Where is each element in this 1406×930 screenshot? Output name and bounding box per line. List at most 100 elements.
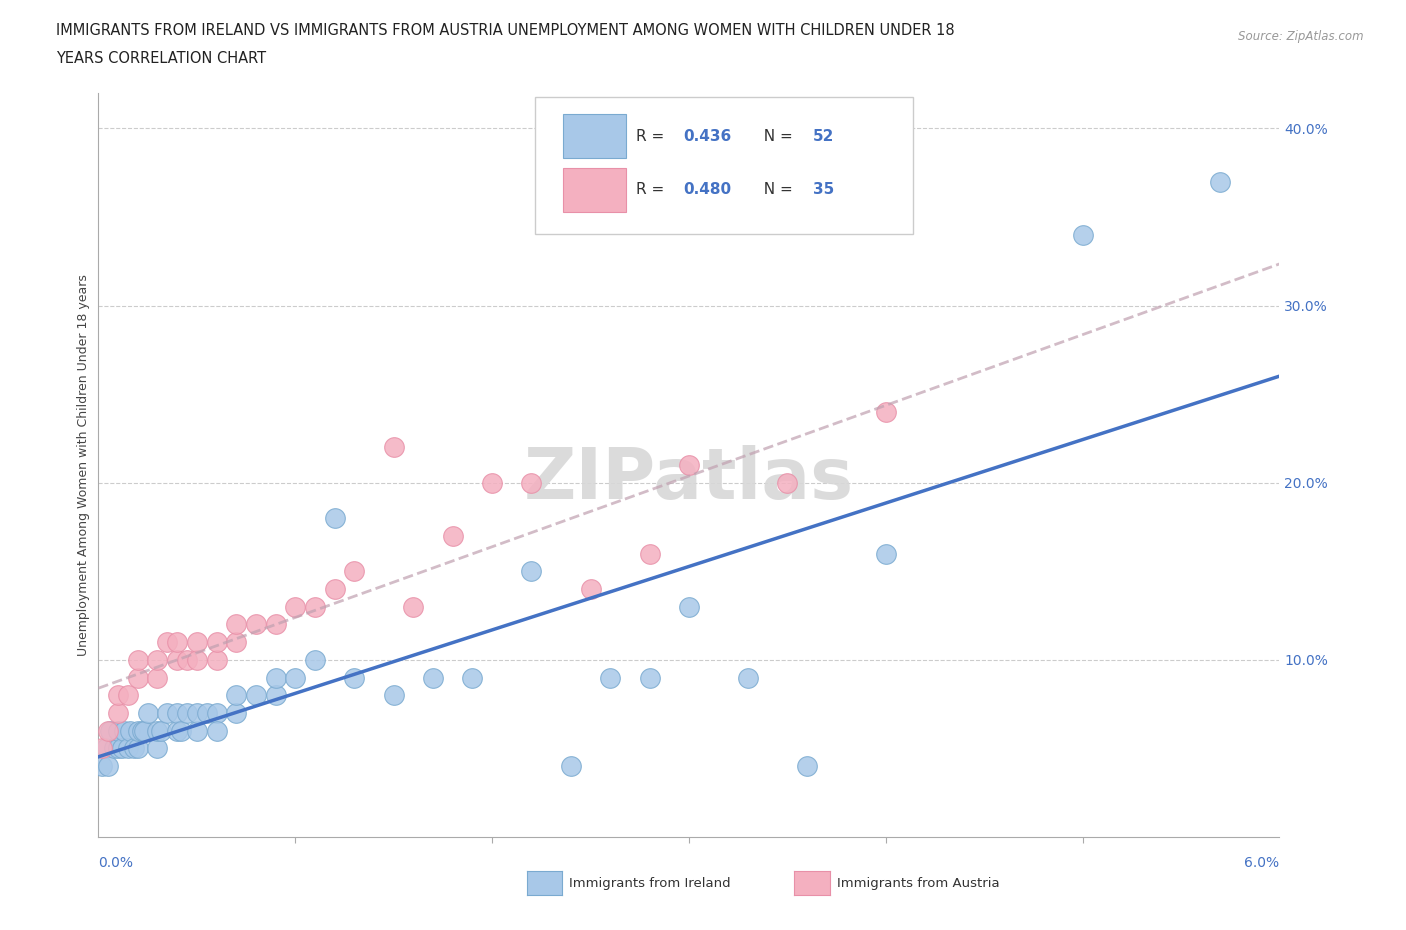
Point [245, 688, 267, 703]
Point [520, 475, 543, 490]
Point [520, 564, 543, 578]
Point [91, 741, 114, 756]
Point [97, 724, 120, 738]
Point [205, 653, 228, 668]
Point [146, 724, 169, 738]
Point [225, 617, 247, 631]
Text: Immigrants from Ireland: Immigrants from Ireland [569, 877, 731, 890]
Point [111, 741, 134, 756]
Point [638, 671, 661, 685]
Point [103, 741, 125, 756]
Text: 6.0%: 6.0% [1244, 856, 1279, 870]
Point [132, 724, 155, 738]
Point [127, 741, 149, 756]
Point [1071, 227, 1094, 242]
Point [225, 688, 247, 703]
Point [118, 724, 141, 738]
Point [422, 671, 444, 685]
Point [304, 599, 326, 614]
Point [678, 458, 700, 472]
Point [304, 653, 326, 668]
Point [107, 706, 129, 721]
Point [117, 741, 139, 756]
FancyBboxPatch shape [536, 97, 914, 234]
Point [98, 724, 121, 738]
Point [481, 475, 503, 490]
Point [112, 724, 135, 738]
Text: Source: ZipAtlas.com: Source: ZipAtlas.com [1239, 30, 1364, 43]
Point [245, 617, 267, 631]
Point [638, 546, 661, 561]
Point [402, 599, 425, 614]
Point [323, 581, 346, 596]
Point [776, 475, 799, 490]
Point [127, 724, 149, 738]
Text: 0.0%: 0.0% [98, 856, 134, 870]
Point [146, 741, 169, 756]
Point [136, 706, 159, 721]
Point [382, 440, 405, 455]
Point [264, 688, 287, 703]
Point [131, 724, 153, 738]
Point [875, 546, 897, 561]
Point [875, 405, 897, 419]
Point [579, 581, 602, 596]
Point [264, 617, 287, 631]
Text: ZIPatlas: ZIPatlas [524, 445, 853, 514]
Point [176, 653, 198, 668]
Point [166, 724, 188, 738]
Text: R =: R = [636, 128, 669, 143]
Point [284, 599, 307, 614]
Point [225, 706, 247, 721]
Point [284, 671, 307, 685]
Point [382, 688, 405, 703]
Point [205, 706, 228, 721]
Point [737, 671, 759, 685]
Point [127, 671, 149, 685]
Point [96, 741, 118, 756]
Point [146, 653, 169, 668]
Point [107, 688, 129, 703]
Text: YEARS CORRELATION CHART: YEARS CORRELATION CHART [56, 51, 266, 66]
Point [343, 564, 366, 578]
FancyBboxPatch shape [562, 113, 626, 158]
Text: 0.480: 0.480 [683, 182, 731, 197]
Point [156, 634, 179, 649]
Point [107, 724, 129, 738]
Point [225, 634, 247, 649]
Point [166, 634, 188, 649]
Text: 35: 35 [813, 182, 834, 197]
Point [441, 528, 464, 543]
Point [156, 706, 179, 721]
Point [195, 706, 218, 721]
Point [796, 759, 818, 774]
Text: N =: N = [754, 182, 797, 197]
Point [1209, 174, 1232, 189]
Point [323, 511, 346, 525]
Point [127, 653, 149, 668]
Point [166, 653, 188, 668]
Y-axis label: Unemployment Among Women with Children Under 18 years: Unemployment Among Women with Children U… [77, 274, 90, 656]
Point [176, 706, 198, 721]
Point [461, 671, 484, 685]
Point [122, 741, 145, 756]
Point [264, 671, 287, 685]
Point [91, 759, 114, 774]
Point [186, 706, 208, 721]
Text: IMMIGRANTS FROM IRELAND VS IMMIGRANTS FROM AUSTRIA UNEMPLOYMENT AMONG WOMEN WITH: IMMIGRANTS FROM IRELAND VS IMMIGRANTS FR… [56, 23, 955, 38]
Text: R =: R = [636, 182, 669, 197]
Point [205, 724, 228, 738]
Point [186, 653, 208, 668]
Point [170, 724, 193, 738]
FancyBboxPatch shape [562, 168, 626, 212]
Point [205, 634, 228, 649]
Text: 0.436: 0.436 [683, 128, 731, 143]
Text: N =: N = [754, 128, 797, 143]
Point [117, 688, 139, 703]
Point [97, 759, 120, 774]
Point [186, 724, 208, 738]
Point [560, 759, 582, 774]
Text: Immigrants from Austria: Immigrants from Austria [837, 877, 1000, 890]
Point [150, 724, 173, 738]
Point [166, 706, 188, 721]
